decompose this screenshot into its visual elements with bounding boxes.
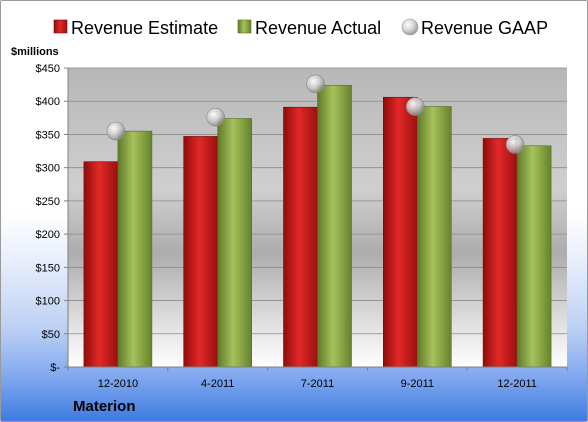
x-tick-label: 9-2011	[401, 378, 434, 390]
marker-gaap	[106, 121, 126, 141]
bar-estimate	[283, 106, 318, 368]
bar-actual	[117, 130, 153, 368]
x-axis: 12-2010 4-2011 7-2011 9-2011 12-2011	[67, 366, 568, 390]
legend-label-gaap: Revenue GAAP	[421, 18, 548, 38]
legend-swatch-actual	[237, 19, 252, 34]
y-tick-label: $150	[36, 262, 60, 274]
y-tick-label: $400	[36, 96, 60, 108]
legend-swatch-estimate	[53, 19, 68, 34]
bar-series	[83, 84, 552, 368]
y-tick-label: $50	[42, 329, 60, 341]
legend: Revenue Estimate Revenue Actual Revenue …	[53, 18, 548, 38]
gaap-markers	[106, 74, 525, 154]
y-tick-label: $450	[36, 63, 60, 75]
legend-item-gaap: Revenue GAAP	[401, 18, 548, 38]
x-tick-label: 7-2011	[301, 378, 334, 390]
y-tick-label: $200	[36, 229, 60, 241]
y-tick-label: $100	[36, 296, 60, 308]
bar-actual	[516, 145, 552, 368]
y-tick-label: $250	[36, 196, 60, 208]
legend-marker-gaap	[401, 18, 419, 36]
x-tick-label: 12-2010	[98, 378, 138, 390]
y-tick-label: $-	[50, 362, 60, 374]
x-tick-label: 4-2011	[201, 378, 234, 390]
bar-actual	[217, 118, 252, 368]
legend-item-estimate: Revenue Estimate	[53, 18, 218, 38]
bar-actual	[416, 106, 452, 368]
legend-label-estimate: Revenue Estimate	[71, 18, 218, 38]
marker-gaap	[306, 74, 325, 94]
x-tick-label: 12-2011	[497, 378, 537, 390]
marker-gaap	[505, 135, 525, 154]
bar-estimate	[183, 136, 218, 368]
legend-item-actual: Revenue Actual	[237, 18, 381, 38]
marker-gaap	[405, 97, 425, 116]
bar-estimate	[482, 138, 518, 368]
bar-estimate	[83, 161, 119, 368]
y-tick-label: $350	[36, 129, 60, 141]
bar-actual	[317, 84, 352, 368]
company-name: Materion	[73, 398, 136, 415]
bar-estimate	[382, 96, 418, 368]
y-axis: $- $50 $100 $150 $200 $250 $300 $350 $400 $450	[36, 63, 69, 374]
marker-gaap	[206, 107, 225, 127]
legend-label-actual: Revenue Actual	[255, 18, 381, 38]
y-axis-unit-label: $millions	[11, 46, 59, 58]
y-tick-label: $300	[36, 163, 60, 175]
